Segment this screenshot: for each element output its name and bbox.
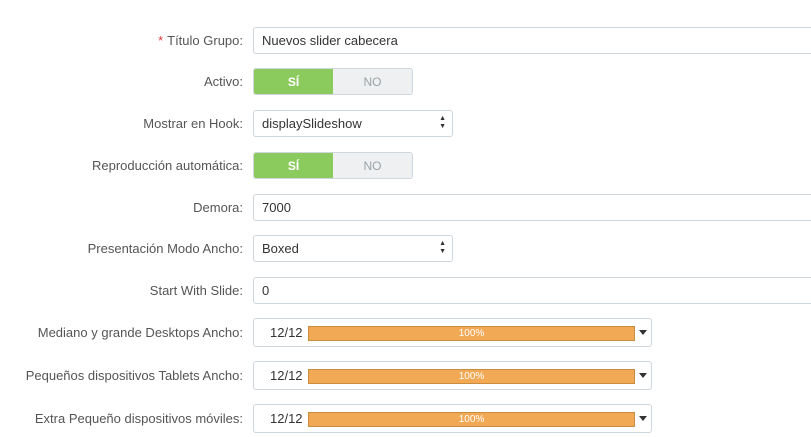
presentacion-modo-ancho-select[interactable]: Boxed ▲ ▼	[253, 235, 453, 262]
progress-percent: 100%	[458, 328, 485, 339]
tablets-width-row: Pequeños dispositivos Tablets Ancho: 12/…	[0, 361, 811, 390]
presentacion-modo-ancho-value: Boxed	[262, 241, 299, 256]
caret-down-icon[interactable]	[639, 416, 647, 421]
reproduccion-automatica-row: Reproducción automática: SÍ NO	[0, 152, 811, 179]
required-mark: *	[158, 33, 164, 48]
desktops-width-value: 12/12	[270, 325, 303, 340]
demora-row: Demora: 7000	[0, 194, 811, 221]
progress-fill	[309, 413, 634, 426]
presentacion-modo-ancho-row: Presentación Modo Ancho: Boxed ▲ ▼	[0, 235, 811, 262]
progress-percent: 100%	[458, 371, 485, 382]
progress-percent: 100%	[458, 414, 485, 425]
activo-yes-option[interactable]: SÍ	[254, 69, 333, 94]
mostrar-en-hook-select[interactable]: displaySlideshow ▲ ▼	[253, 110, 453, 137]
titulo-grupo-label: * Título Grupo:	[158, 27, 243, 54]
desktops-width-select[interactable]: 12/12 100%	[253, 318, 652, 347]
titulo-grupo-row: * Título Grupo: Nuevos slider cabecera	[0, 27, 811, 54]
desktops-width-progress[interactable]: 100%	[308, 326, 635, 341]
demora-label: Demora:	[193, 200, 243, 215]
tablets-width-select[interactable]: 12/12 100%	[253, 361, 652, 390]
mostrar-en-hook-row: Mostrar en Hook: displaySlideshow ▲ ▼	[0, 110, 811, 137]
tablets-width-progress[interactable]: 100%	[308, 369, 635, 384]
titulo-grupo-label-text: Título Grupo:	[167, 33, 243, 48]
progress-fill	[309, 327, 634, 340]
mobiles-width-progress[interactable]: 100%	[308, 412, 635, 427]
progress-fill	[309, 370, 634, 383]
tablets-width-value: 12/12	[270, 368, 303, 383]
tablets-width-label: Pequeños dispositivos Tablets Ancho:	[25, 368, 243, 383]
reproduccion-automatica-label: Reproducción automática:	[91, 158, 243, 173]
updown-arrows-icon: ▲ ▼	[439, 240, 446, 255]
desktops-width-label: Mediano y grande Desktops Ancho:	[37, 325, 243, 340]
activo-row: Activo: SÍ NO	[0, 68, 811, 95]
activo-switch[interactable]: SÍ NO	[253, 68, 413, 95]
start-with-slide-label: Start With Slide:	[149, 283, 243, 298]
start-with-slide-row: Start With Slide: 0	[0, 277, 811, 304]
reproduccion-automatica-switch[interactable]: SÍ NO	[253, 152, 413, 179]
caret-down-icon[interactable]	[639, 373, 647, 378]
desktops-width-row: Mediano y grande Desktops Ancho: 12/12 1…	[0, 318, 811, 347]
start-with-slide-input[interactable]: 0	[253, 277, 811, 304]
demora-input[interactable]: 7000	[253, 194, 811, 221]
mobiles-width-row: Extra Pequeño dispositivos móviles: 12/1…	[0, 404, 811, 433]
mostrar-en-hook-label: Mostrar en Hook:	[143, 116, 243, 131]
presentacion-modo-ancho-label: Presentación Modo Ancho:	[87, 241, 243, 256]
titulo-grupo-input[interactable]: Nuevos slider cabecera	[253, 27, 811, 54]
mobiles-width-value: 12/12	[270, 411, 303, 426]
activo-label: Activo:	[203, 74, 243, 89]
reproduccion-no-option[interactable]: NO	[333, 153, 412, 178]
mobiles-width-select[interactable]: 12/12 100%	[253, 404, 652, 433]
reproduccion-yes-option[interactable]: SÍ	[254, 153, 333, 178]
caret-down-icon[interactable]	[639, 330, 647, 335]
activo-no-option[interactable]: NO	[333, 69, 412, 94]
updown-arrows-icon: ▲ ▼	[439, 115, 446, 130]
mostrar-en-hook-value: displaySlideshow	[262, 116, 362, 131]
mobiles-width-label: Extra Pequeño dispositivos móviles:	[34, 411, 243, 426]
